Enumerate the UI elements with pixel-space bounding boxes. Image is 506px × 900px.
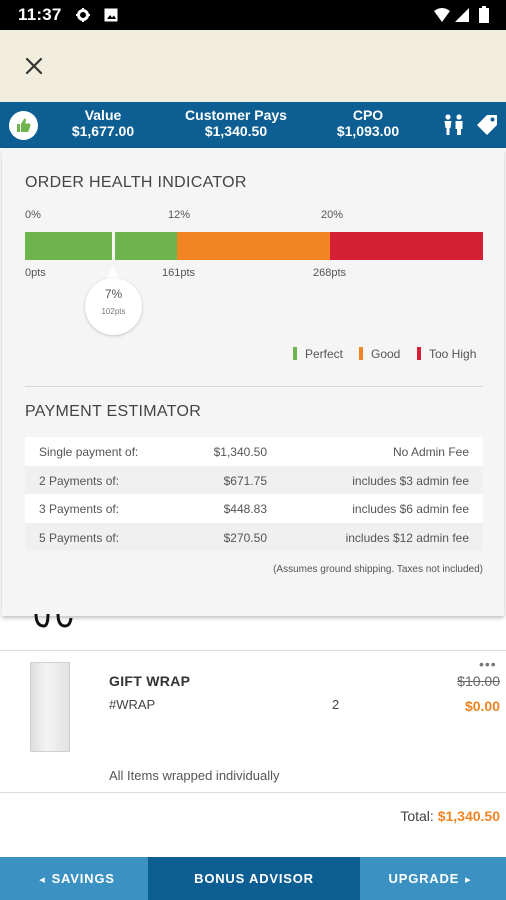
cpo-label: CPO	[352, 107, 384, 123]
people-icon[interactable]	[442, 114, 466, 136]
percent-tick: 12%	[168, 209, 191, 221]
battery-icon	[479, 6, 489, 23]
legend-good: Good	[359, 347, 400, 361]
item-price: $0.00	[464, 698, 500, 714]
price-tag-icon[interactable]	[476, 114, 498, 136]
order-health-panel: ORDER HEALTH INDICATOR 0% 12% 20% 0pts 1…	[2, 148, 504, 616]
payment-row: 5 Payments of: $270.50 includes $12 admi…	[25, 522, 483, 551]
health-bar-too-high	[330, 232, 483, 260]
order-total: Total: $1,340.50	[400, 808, 500, 824]
customer-pays-metric: Customer Pays $1,340.50	[178, 107, 294, 139]
indicator-pointer	[106, 266, 120, 280]
legend-too-high-label: Too High	[429, 347, 477, 361]
order-summary-bar: Value $1,677.00 Customer Pays $1,340.50 …	[0, 102, 506, 148]
more-options-icon[interactable]: •••	[479, 656, 497, 672]
savings-button[interactable]: ◂ SAVINGS	[0, 857, 148, 900]
legend-good-label: Good	[371, 347, 401, 361]
points-tick: 0pts	[25, 267, 46, 279]
legend-perfect-label: Perfect	[305, 347, 344, 361]
value-label: Value	[84, 107, 122, 123]
payment-amount: $671.75	[223, 473, 267, 488]
payment-label: 2 Payments of:	[39, 473, 120, 488]
divider	[0, 792, 506, 793]
upgrade-label: UPGRADE	[388, 871, 460, 886]
value-amount: $1,677.00	[71, 123, 135, 139]
item-note: All Items wrapped individually	[109, 768, 280, 783]
bottom-nav: ◂ SAVINGS BONUS ADVISOR UPGRADE ▸	[0, 857, 506, 900]
cpo-metric: CPO $1,093.00	[324, 107, 412, 139]
payment-fee: No Admin Fee	[392, 445, 469, 459]
order-health-title: ORDER HEALTH INDICATOR	[25, 174, 247, 191]
item-original-price: $10.00	[457, 673, 500, 689]
customer-pays-label: Customer Pays	[185, 107, 287, 123]
bonus-advisor-label: BONUS ADVISOR	[194, 871, 314, 886]
value-metric: Value $1,677.00	[60, 107, 146, 139]
status-bar: 11:37	[0, 0, 506, 30]
payment-estimator-title: PAYMENT ESTIMATOR	[25, 403, 202, 420]
item-sku: #WRAP	[109, 697, 156, 712]
item-quantity[interactable]: 2	[332, 697, 340, 712]
cell-signal-icon	[455, 8, 469, 22]
payment-note: (Assumes ground shipping. Taxes not incl…	[273, 564, 483, 575]
payment-row: 2 Payments of: $671.75 includes $3 admin…	[25, 465, 483, 494]
payment-fee: includes $6 admin fee	[352, 502, 469, 516]
legend-perfect: Perfect	[293, 347, 343, 361]
top-bar	[0, 30, 506, 102]
chevron-left-icon: ◂	[39, 874, 46, 886]
upgrade-button[interactable]: UPGRADE ▸	[360, 857, 506, 900]
payment-amount: $448.83	[223, 502, 267, 516]
partial-item-image	[34, 614, 73, 628]
points-tick: 161pts	[162, 267, 196, 279]
current-percent: 7%	[104, 287, 123, 301]
divider	[0, 650, 506, 651]
current-health-bubble: 7% 102pts	[85, 278, 142, 335]
status-time: 11:37	[18, 5, 62, 24]
total-label: Total:	[400, 808, 434, 824]
payment-fee: includes $12 admin fee	[345, 530, 469, 545]
points-tick: 268pts	[313, 267, 347, 279]
payment-label: 3 Payments of:	[39, 502, 120, 516]
chevron-right-icon: ▸	[465, 874, 472, 886]
close-icon[interactable]	[22, 54, 46, 78]
legend-too-high: Too High	[417, 347, 476, 361]
payment-row: Single payment of: $1,340.50 No Admin Fe…	[25, 437, 483, 466]
gift-wrap-image	[30, 662, 70, 752]
payment-table: Single payment of: $1,340.50 No Admin Fe…	[25, 437, 483, 551]
payment-label: 5 Payments of:	[39, 530, 120, 545]
payment-amount: $270.50	[223, 530, 267, 545]
photo-notification-icon	[104, 8, 118, 22]
payment-label: Single payment of:	[39, 445, 139, 459]
savings-label: SAVINGS	[51, 871, 115, 886]
total-amount: $1,340.50	[437, 808, 500, 824]
wifi-icon	[434, 8, 450, 22]
divider	[25, 386, 483, 387]
current-marker	[112, 232, 115, 260]
bonus-advisor-button[interactable]: BONUS ADVISOR	[148, 857, 360, 900]
payment-amount: $1,340.50	[213, 445, 267, 459]
percent-tick: 0%	[25, 209, 41, 221]
item-name: GIFT WRAP	[109, 673, 191, 689]
cpo-amount: $1,093.00	[336, 123, 400, 139]
settings-gear-icon	[76, 8, 90, 22]
payment-row: 3 Payments of: $448.83 includes $6 admin…	[25, 494, 483, 523]
thumbs-up-icon[interactable]	[9, 111, 38, 140]
payment-fee: includes $3 admin fee	[352, 473, 469, 488]
health-bar-good	[177, 232, 330, 260]
health-bar-perfect	[25, 232, 177, 260]
current-points: 102pts	[101, 307, 126, 316]
percent-tick: 20%	[321, 209, 344, 221]
customer-pays-amount: $1,340.50	[204, 123, 268, 139]
